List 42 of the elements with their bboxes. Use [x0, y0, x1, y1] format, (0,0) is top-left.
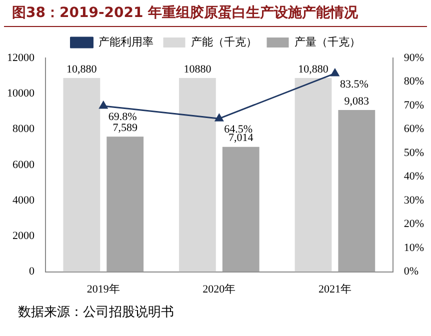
x-tick-label: 2019年 [86, 283, 120, 296]
y2-tick-label: 90% [404, 52, 424, 64]
y2-tick-label: 50% [404, 146, 424, 159]
bar [294, 78, 332, 272]
bar [222, 146, 260, 272]
y2-tick-label: 60% [404, 123, 424, 136]
y2-tick-label: 80% [404, 76, 424, 88]
data-label: 83.5% [340, 78, 368, 90]
data-label: 69.8% [108, 110, 137, 123]
data-label: 7,589 [112, 122, 138, 134]
legend-label: 产能（千克） [190, 36, 257, 49]
y2-tick-label: 10% [404, 242, 424, 254]
bar [179, 78, 216, 272]
point [330, 68, 340, 76]
y2-tick-label: 20% [404, 218, 424, 230]
legend-label: 产能利用率 [98, 36, 154, 49]
y-tick-label: 4000 [12, 194, 35, 206]
y-tick-label: 2000 [12, 230, 35, 242]
legend-label: 产量（千克） [294, 36, 360, 49]
y2-tick-label: 40% [404, 170, 424, 183]
y-tick-label: 8000 [12, 123, 35, 136]
data-label: 7,014 [228, 132, 254, 144]
data-label: 10,880 [298, 63, 329, 76]
y-tick-label: 10000 [7, 88, 35, 100]
data-label: 10880 [184, 63, 212, 76]
source-note: 数据来源：公司招股说明书 [17, 304, 175, 321]
y2-tick-label: 70% [404, 99, 424, 112]
bar [63, 78, 100, 272]
y2-tick-label: 0% [404, 266, 419, 278]
y-tick-label: 12000 [7, 52, 35, 64]
point [99, 101, 108, 109]
y2-tick-label: 30% [404, 194, 424, 206]
x-tick-label: 2020年 [202, 283, 236, 296]
chart-title: 图38：2019-2021 年重组胶原蛋白生产设施产能情况 [4, 0, 427, 27]
y-tick-label: 6000 [12, 158, 35, 171]
bar [106, 136, 144, 272]
data-label: 10,880 [66, 63, 98, 76]
point [214, 114, 224, 122]
bar [338, 110, 376, 272]
data-label: 9,083 [344, 95, 370, 108]
y-tick-label: 0 [29, 266, 35, 278]
x-tick-label: 2021年 [318, 283, 352, 296]
